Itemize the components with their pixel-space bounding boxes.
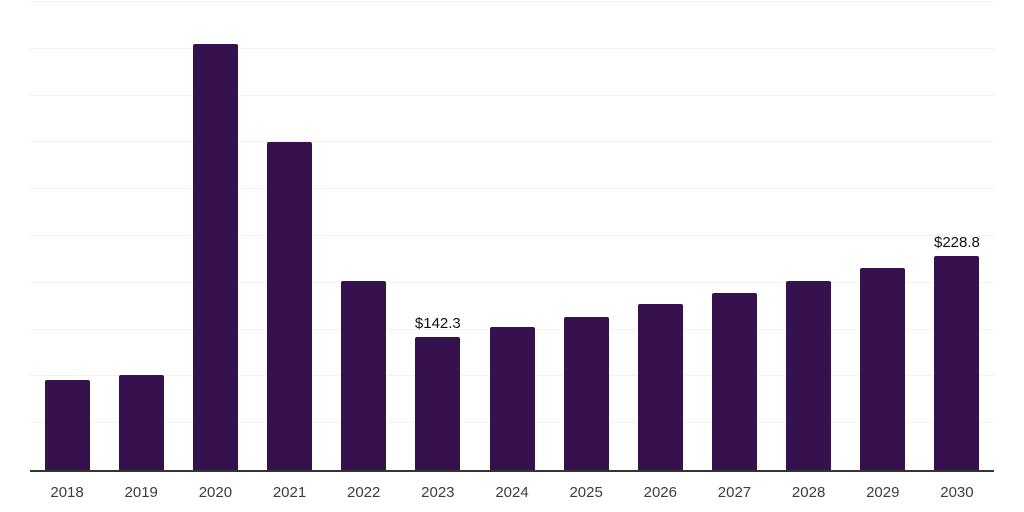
x-axis-label-2018: 2018 bbox=[50, 484, 84, 501]
bar-2025[interactable] bbox=[563, 316, 609, 470]
x-axis: 2018 2019 2020 2021 2022 2023 2024 2025 2026 2027… bbox=[30, 482, 994, 504]
x-axis-label-2025: 2025 bbox=[569, 484, 603, 501]
gridline-300 bbox=[30, 188, 994, 190]
bar-2021[interactable] bbox=[267, 142, 313, 470]
x-axis-label-2019: 2019 bbox=[124, 484, 158, 501]
bar-2027[interactable] bbox=[711, 293, 757, 470]
x-axis-label-2023: 2023 bbox=[421, 484, 455, 501]
bar-2023[interactable] bbox=[415, 336, 461, 470]
bar-2019[interactable] bbox=[118, 374, 164, 470]
x-axis-label-2030: 2030 bbox=[940, 484, 974, 501]
gridline-500 bbox=[30, 1, 994, 2]
data-label-2030: $228.8 bbox=[933, 233, 980, 251]
bar-2026[interactable] bbox=[637, 304, 683, 470]
bar-2018[interactable] bbox=[44, 380, 90, 470]
gridline-250 bbox=[30, 235, 994, 236]
x-axis-label-2028: 2028 bbox=[791, 484, 826, 501]
gridline-350 bbox=[30, 141, 994, 143]
bar-2022[interactable] bbox=[341, 280, 387, 470]
gridline-400 bbox=[30, 94, 994, 96]
x-axis-label-2021: 2021 bbox=[272, 484, 307, 501]
x-axis-label-2026: 2026 bbox=[643, 484, 677, 501]
x-axis-label-2024: 2024 bbox=[495, 484, 529, 501]
bar-2024[interactable] bbox=[489, 326, 535, 470]
gridline-450 bbox=[30, 47, 994, 49]
bar-2029[interactable] bbox=[860, 267, 906, 470]
x-axis-label-2022: 2022 bbox=[347, 484, 381, 501]
data-label-2023: $142.3 bbox=[414, 314, 461, 332]
bar-2030[interactable] bbox=[934, 255, 980, 470]
bar-2028[interactable] bbox=[786, 280, 832, 470]
gridline-200 bbox=[30, 281, 994, 283]
bar-2020[interactable] bbox=[192, 44, 238, 470]
x-axis-label-2020: 2020 bbox=[198, 484, 233, 501]
x-axis-label-2029: 2029 bbox=[866, 484, 900, 501]
x-axis-label-2027: 2027 bbox=[717, 484, 752, 501]
plot-area: $142.3 $228.8 bbox=[30, 1, 994, 472]
